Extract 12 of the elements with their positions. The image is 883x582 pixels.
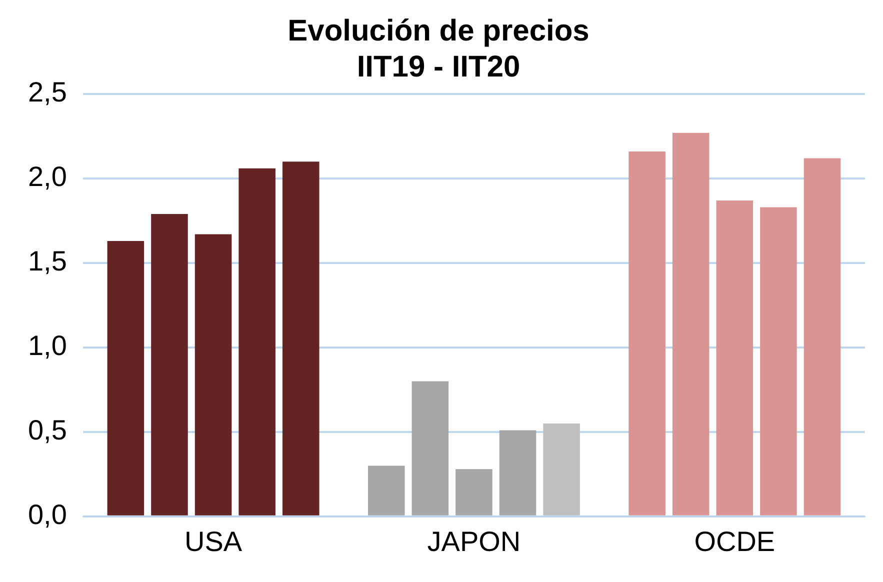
x-tick-label: USA <box>184 526 242 557</box>
y-tick-label: 1,0 <box>28 330 67 362</box>
bar <box>543 423 580 516</box>
y-tick-label: 0,5 <box>28 414 67 446</box>
chart-title: Evolución de precios <box>288 14 590 48</box>
y-tick-label: 0,0 <box>28 499 67 530</box>
chart-subtitle: IIT19 - IIT20 <box>356 50 520 84</box>
x-tick-label: OCDE <box>694 526 776 557</box>
y-tick-label: 1,5 <box>28 246 67 277</box>
x-tick-label: JAPON <box>427 526 521 557</box>
y-tick-label: 2,0 <box>28 161 67 192</box>
y-tick-label: 2,5 <box>28 76 67 108</box>
